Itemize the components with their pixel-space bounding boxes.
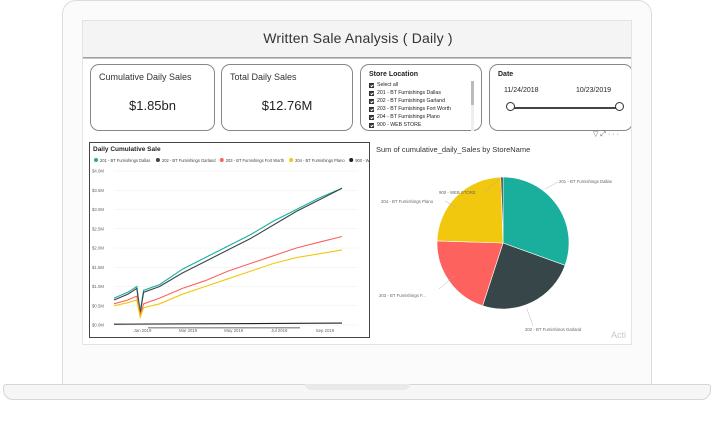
card-label: Cumulative Daily Sales	[99, 72, 192, 82]
pie-slice[interactable]	[436, 176, 504, 244]
y-tick-label: $0.5M	[92, 303, 104, 308]
y-tick-label: $1.0M	[92, 284, 104, 289]
legend-item[interactable]: 203 - BT Furnishings Fort Worth	[219, 158, 285, 163]
card-value: $1.85bn	[129, 98, 176, 113]
legend-item[interactable]: 204 - BT Furnishings Plano	[289, 158, 345, 163]
checkbox-checked-icon[interactable]	[369, 114, 374, 120]
x-tick-label: May 2019	[224, 328, 243, 333]
legend-item[interactable]: 201 - BT Furnishings Dallas	[94, 158, 150, 163]
pie-slice-label: 201 - BT Furnishings Dallas	[559, 179, 612, 184]
leader-line	[438, 275, 455, 290]
date-end[interactable]: 10/23/2019	[576, 87, 612, 94]
pie-slice-label: 204 - BT Furnishings Plano	[381, 199, 434, 204]
slicer-option-900[interactable]: 900 - WEB STORE	[369, 122, 421, 128]
pie-chart-svg[interactable]: 201 - BT Furnishings Dallas 202 - BT Furn…	[375, 156, 630, 331]
checkbox-checked-icon[interactable]	[369, 82, 374, 88]
x-tick-label: Jan 2019	[134, 328, 152, 333]
legend-label: 201 - BT Furnishings Dallas	[100, 158, 150, 163]
slicer-option-201[interactable]: 201 - BT Furnishings Dallas	[369, 90, 441, 96]
legend-marker	[289, 158, 294, 162]
slicer-option-202[interactable]: 202 - BT Furnishings Garland	[369, 98, 445, 104]
title-bar: Written Sale Analysis ( Daily )	[83, 21, 631, 58]
legend-label: 204 - BT Furnishings Plano	[295, 158, 345, 163]
total-sales-card[interactable]: Total Daily Sales $12.76M	[221, 64, 353, 131]
leader-line	[544, 181, 559, 190]
legend-item[interactable]: 900 - WEB STORE	[349, 158, 369, 163]
pie-slice[interactable]	[482, 242, 566, 310]
focus-mode-icon[interactable]: ⤢	[600, 131, 608, 138]
legend-label: 202 - BT Furnishings Garland	[162, 158, 216, 163]
slicer-title: Date	[498, 71, 514, 78]
legend-marker	[219, 158, 224, 162]
x-tick-label: Sep 2019	[316, 328, 335, 333]
pie-slice-label: 203 - BT Furnishings F...	[379, 293, 426, 298]
checkbox-checked-icon[interactable]	[369, 122, 374, 128]
y-tick-label: $3.0M	[92, 207, 104, 212]
slicer-title: Store Location	[369, 71, 419, 78]
slicer-option-select-all[interactable]: Select all	[369, 82, 398, 88]
x-zoom-slider[interactable]	[148, 327, 300, 329]
x-tick-label: Mar 2019	[179, 328, 198, 333]
date-end-handle[interactable]	[615, 102, 624, 111]
slicer-scrollbar[interactable]	[471, 81, 474, 131]
report-canvas: Written Sale Analysis ( Daily ) Cumulati…	[82, 20, 632, 345]
series-line[interactable]	[113, 249, 343, 320]
legend-marker	[155, 158, 160, 162]
checkbox-checked-icon[interactable]	[369, 98, 374, 104]
date-range-track[interactable]	[510, 107, 620, 109]
series-line[interactable]	[113, 235, 343, 316]
date-slicer[interactable]: Date 11/24/2018 10/23/2019	[489, 64, 631, 131]
y-tick-label: $0.0M	[92, 323, 104, 328]
visual-toolbar: ▽⤢···	[593, 130, 621, 139]
legend-marker	[349, 158, 354, 162]
series-line[interactable]	[113, 187, 343, 314]
more-options-icon[interactable]: ···	[608, 131, 621, 138]
y-tick-label: $2.0M	[92, 246, 104, 251]
pie-slice[interactable]	[436, 240, 504, 307]
y-tick-label: $2.5M	[92, 226, 104, 231]
activation-watermark: Acti	[611, 330, 627, 340]
cumulative-sales-card[interactable]: Cumulative Daily Sales $1.85bn	[90, 64, 215, 131]
legend-label: 203 - BT Furnishings Fort Worth	[226, 158, 285, 163]
slicer-option-203[interactable]: 203 - BT Furnishings Fort Worth	[369, 106, 451, 112]
y-tick-label: $1.5M	[92, 265, 104, 270]
line-chart-visual[interactable]: Daily Cumulative Sale 201 - BT Furnishin…	[89, 142, 370, 338]
page-title: Written Sale Analysis ( Daily )	[263, 30, 453, 46]
checkbox-checked-icon[interactable]	[369, 106, 374, 112]
pie-chart-title: Sum of cumulative_daily_Sales by StoreNa…	[376, 145, 531, 154]
pie-slice-label: 202 - BT Furnishings Garland	[525, 327, 582, 331]
filter-icon[interactable]: ▽	[593, 131, 601, 138]
x-tick-label: Jul 2019	[271, 328, 288, 333]
legend-label: 900 - WEB STORE	[355, 158, 369, 163]
chart-title: Daily Cumulative Sale	[93, 146, 161, 153]
card-value: $12.76M	[261, 98, 313, 113]
checkbox-checked-icon[interactable]	[369, 90, 374, 96]
leader-line	[444, 200, 458, 209]
card-label: Total Daily Sales	[230, 72, 297, 82]
line-chart-svg: 201 - BT Furnishings Dallas 202 - BT Furn…	[92, 158, 369, 333]
pie-slice[interactable]	[502, 176, 570, 266]
date-start[interactable]: 11/24/2018	[504, 87, 539, 94]
slicer-option-204[interactable]: 204 - BT Furnishings Plano	[369, 114, 440, 120]
y-tick-label: $4.0M	[92, 169, 104, 174]
legend-marker	[94, 158, 98, 162]
date-start-handle[interactable]	[506, 102, 515, 111]
legend-item[interactable]: 202 - BT Furnishings Garland	[155, 158, 216, 163]
y-tick-label: $3.5M	[92, 188, 104, 193]
series-line[interactable]	[113, 322, 343, 325]
leader-line	[526, 308, 534, 327]
pie-slice-label: 900 - WEB STORE	[439, 190, 476, 195]
scrollbar-thumb[interactable]	[471, 81, 474, 105]
laptop-notch	[305, 384, 410, 390]
title-divider	[83, 57, 631, 59]
leader-line	[482, 176, 503, 194]
store-location-slicer[interactable]: Store Location Select all 201 - BT Furni…	[360, 64, 482, 131]
